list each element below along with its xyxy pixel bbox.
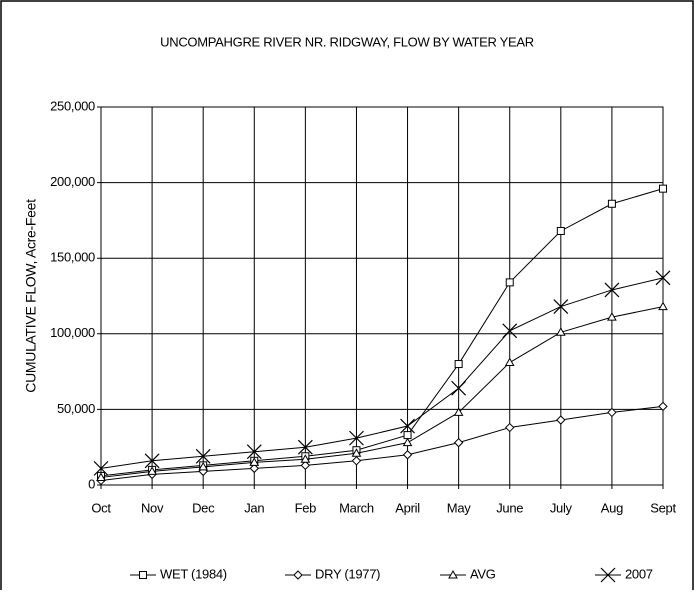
data-point <box>351 448 362 457</box>
data-point <box>402 437 413 447</box>
data-point <box>349 430 364 446</box>
data-point <box>607 312 617 321</box>
data-point <box>451 380 467 396</box>
x-tick-label: Sept <box>650 500 676 515</box>
data-point <box>96 472 106 481</box>
data-point <box>144 453 160 469</box>
x-tick-label: May <box>447 500 471 515</box>
data-point <box>402 450 413 460</box>
y-axis-label: CUMULATIVE FLOW, Acre-Feet <box>23 199 39 393</box>
data-point <box>655 270 671 286</box>
x-tick-label: Dec <box>192 500 215 515</box>
data-point <box>607 407 617 418</box>
legend-label: WET (1984) <box>160 566 227 581</box>
data-point <box>400 418 415 434</box>
data-point <box>553 299 569 315</box>
data-point <box>604 282 620 298</box>
data-point <box>198 461 209 471</box>
data-point <box>504 357 515 367</box>
legend-label: 2007 <box>625 566 653 581</box>
legend-label: AVG <box>470 566 496 581</box>
data-point <box>93 460 109 476</box>
data-point <box>403 431 412 440</box>
legend-marker <box>600 567 616 583</box>
legend-marker <box>448 569 458 579</box>
data-point <box>556 226 565 235</box>
data-point <box>300 454 311 463</box>
data-point <box>454 360 463 369</box>
data-point <box>297 439 313 455</box>
data-point <box>246 444 262 460</box>
y-tick-label: 100,000 <box>50 325 95 340</box>
x-tick-label: Nov <box>141 500 164 515</box>
series-line <box>100 188 664 477</box>
y-tick-label: 150,000 <box>50 250 95 265</box>
y-tick-label: 0 <box>88 476 95 491</box>
y-tick-label: 200,000 <box>50 174 95 189</box>
data-point <box>195 448 211 464</box>
data-point <box>249 463 259 474</box>
x-tick-label: Jan <box>244 500 264 515</box>
series-line <box>100 277 664 469</box>
data-point <box>147 466 157 475</box>
data-point <box>502 323 518 339</box>
data-point <box>658 301 668 311</box>
data-point <box>453 407 464 416</box>
y-tick-label: 50,000 <box>57 401 95 416</box>
series-line <box>100 405 664 481</box>
legend-label: DRY (1977) <box>315 566 380 581</box>
x-tick-label: June <box>496 500 523 515</box>
data-point <box>453 437 464 448</box>
x-tick-label: July <box>550 500 573 515</box>
data-point <box>607 199 616 208</box>
data-point <box>555 327 566 336</box>
legend-marker <box>293 570 303 580</box>
data-point <box>505 422 515 433</box>
x-tick-label: April <box>395 500 420 515</box>
x-tick-label: Aug <box>601 500 623 515</box>
data-point <box>658 401 668 412</box>
data-point <box>249 457 260 466</box>
data-point <box>351 456 362 466</box>
series-line <box>100 306 664 478</box>
x-tick-label: Feb <box>295 500 317 515</box>
chart-title: UNCOMPAHGRE RIVER NR. RIDGWAY, FLOW BY W… <box>160 34 534 49</box>
data-point <box>556 415 566 425</box>
data-point <box>659 184 667 193</box>
legend-marker <box>139 571 147 579</box>
data-point <box>300 460 311 471</box>
data-point <box>505 278 514 287</box>
x-tick-label: March <box>339 500 374 515</box>
y-tick-label: 250,000 <box>50 98 95 113</box>
x-tick-label: Oct <box>91 500 111 515</box>
